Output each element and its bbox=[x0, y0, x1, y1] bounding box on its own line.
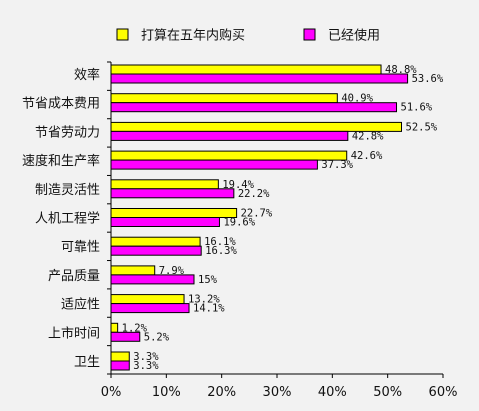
data-label: 42.8% bbox=[352, 130, 384, 142]
bar bbox=[110, 236, 201, 247]
bar bbox=[110, 93, 338, 104]
bar bbox=[110, 188, 235, 199]
legend-label: 打算在五年内购买 bbox=[141, 28, 245, 44]
bar bbox=[110, 159, 318, 170]
bar bbox=[110, 331, 141, 342]
x-tick-label: 10% bbox=[152, 385, 181, 400]
legend-label: 已经使用 bbox=[328, 28, 380, 44]
data-label: 5.2% bbox=[144, 331, 170, 343]
x-tick-label: 20% bbox=[207, 385, 236, 400]
data-label: 42.6% bbox=[351, 150, 383, 162]
category-labels: 效率节省成本费用节省劳动力速度和生产率制造灵活性人机工程学可靠性产品质量适应性上… bbox=[22, 67, 100, 370]
bars: 48.8%53.6% 40.9% 51.6% 52.5% 42.8% 42.6%37.3%… bbox=[110, 64, 444, 372]
category-label: 制造灵活性 bbox=[35, 183, 100, 198]
legend: 打算在五年内购买 已经使用 bbox=[116, 28, 380, 44]
bar bbox=[110, 245, 202, 256]
category-label: 效率 bbox=[74, 67, 100, 83]
bar bbox=[110, 265, 156, 276]
bar bbox=[110, 102, 398, 113]
data-label: 19.6% bbox=[223, 217, 255, 229]
category-label: 上市时间 bbox=[48, 325, 100, 341]
bar bbox=[110, 322, 119, 333]
legend-swatch bbox=[116, 28, 129, 41]
data-label: 16.1% bbox=[204, 236, 236, 248]
data-label: 1.2% bbox=[122, 322, 148, 334]
category-label: 节省成本费用 bbox=[22, 97, 100, 112]
data-label: 52.5% bbox=[406, 121, 438, 133]
bar bbox=[110, 64, 382, 75]
bar bbox=[110, 351, 130, 362]
data-label: 3.3% bbox=[133, 351, 159, 363]
category-label: 速度和生产率 bbox=[22, 153, 100, 169]
bar bbox=[110, 73, 409, 84]
bar bbox=[110, 360, 130, 371]
category-label: 适应性 bbox=[61, 297, 100, 313]
bar bbox=[110, 217, 220, 227]
bar bbox=[110, 208, 238, 218]
x-tick-label: 0% bbox=[101, 385, 122, 400]
legend-swatch bbox=[303, 28, 316, 41]
x-tick-label: 40% bbox=[318, 385, 347, 400]
category-label: 卫生 bbox=[74, 355, 100, 370]
data-label: 22.2% bbox=[238, 188, 270, 200]
bar bbox=[110, 179, 219, 190]
bar bbox=[110, 294, 185, 305]
data-label: 48.8% bbox=[385, 64, 417, 76]
category-label: 节省劳动力 bbox=[35, 124, 100, 140]
category-label: 可靠性 bbox=[61, 240, 100, 255]
data-label: 16.3% bbox=[205, 245, 237, 257]
data-label: 3.3% bbox=[133, 360, 159, 372]
axes: 0% 10% 20% 30% 40% 50% 60% bbox=[101, 61, 458, 400]
data-label: 40.9% bbox=[341, 93, 373, 105]
x-tick-label: 50% bbox=[373, 385, 402, 400]
bar bbox=[110, 274, 195, 285]
x-tick-label: 30% bbox=[263, 385, 292, 400]
category-label: 人机工程学 bbox=[35, 211, 100, 227]
category-label: 产品质量 bbox=[48, 269, 100, 284]
data-label: 51.6% bbox=[401, 102, 433, 114]
bar bbox=[110, 150, 348, 161]
data-label: 37.3% bbox=[321, 159, 353, 171]
data-label: 15% bbox=[198, 274, 218, 286]
bar bbox=[110, 130, 349, 141]
data-label: 22.7% bbox=[241, 208, 273, 220]
data-label: 13.2% bbox=[188, 294, 220, 306]
data-label: 53.6% bbox=[412, 73, 444, 85]
data-label: 14.1% bbox=[193, 303, 225, 315]
bar bbox=[110, 303, 190, 314]
x-tick-label: 60% bbox=[429, 385, 458, 400]
data-label: 7.9% bbox=[159, 265, 185, 277]
data-label: 19.4% bbox=[222, 179, 254, 191]
